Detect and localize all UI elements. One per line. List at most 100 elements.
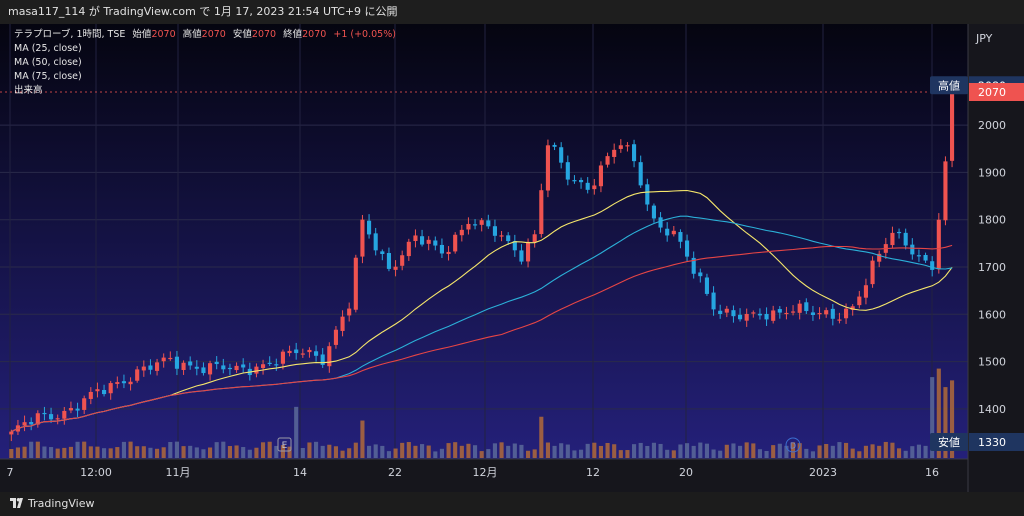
tradingview-logo-icon[interactable] (10, 497, 24, 509)
volume-bar (307, 442, 312, 458)
volume-bar (777, 443, 782, 458)
candle-body (691, 257, 696, 274)
time-tick-11月[interactable]: 11月 (166, 466, 191, 479)
volume-bar (791, 442, 796, 458)
candle-body (55, 418, 60, 420)
candle-body (327, 346, 332, 367)
candle-body (400, 255, 405, 266)
volume-bar (844, 442, 849, 458)
volume-bar (400, 442, 405, 458)
volume-bar (459, 445, 464, 458)
candle-body (738, 314, 743, 320)
volume-bar (221, 441, 226, 458)
volume-bar (638, 442, 643, 458)
candle-body (102, 389, 107, 395)
volume-bar (903, 450, 908, 458)
volume-bar (88, 446, 93, 458)
candle-body (174, 356, 179, 369)
candle-body (519, 250, 524, 262)
low-tag: 安値 (938, 435, 960, 449)
time-tick-2023[interactable]: 2023 (809, 466, 837, 479)
volume-bar (148, 447, 153, 458)
price-axis-background (968, 24, 1024, 492)
volume-bar (824, 444, 829, 458)
volume-bar (804, 448, 809, 458)
volume-bar (280, 445, 285, 458)
time-tick-22[interactable]: 22 (388, 466, 402, 479)
time-tick-12[interactable]: 12 (586, 466, 600, 479)
price-tick-1600: 1600 (978, 308, 1006, 321)
candle-body (287, 350, 292, 354)
price-tick-1900: 1900 (978, 166, 1006, 179)
candle-body (267, 362, 272, 365)
volume-bar (29, 441, 34, 458)
chart-background (0, 24, 968, 459)
candle-body (426, 239, 431, 244)
candle-body (188, 361, 193, 366)
candle-body (545, 145, 550, 191)
tradingview-brand[interactable]: TradingView (28, 497, 95, 510)
ma25-legend[interactable]: MA (25, close) (14, 43, 82, 54)
volume-bar (559, 443, 564, 458)
open-label: 始値 (132, 29, 152, 40)
low-label: 安値 (232, 29, 252, 40)
last-price-value: 2070 (978, 86, 1006, 99)
candle-body (671, 230, 676, 235)
time-tick-20[interactable]: 20 (679, 466, 693, 479)
volume-bar (645, 445, 650, 458)
time-tick-14[interactable]: 14 (293, 466, 307, 479)
candle-body (459, 229, 464, 236)
volume-bar (393, 448, 398, 458)
chart-legend[interactable]: テラプローブ, 1時間, TSE 始値2070 高値2070 安値2070 終値… (14, 28, 396, 98)
volume-bar (261, 442, 266, 458)
volume-bar (300, 447, 305, 458)
last-price-value-bg (969, 83, 1024, 101)
volume-bar (141, 446, 146, 458)
ma-75-line (11, 244, 953, 433)
volume-bar (426, 445, 431, 458)
time-tick-12:00[interactable]: 12:00 (80, 466, 112, 479)
change-value: +1 (+0.05%) (333, 29, 396, 40)
time-tick-7[interactable]: 7 (7, 466, 14, 479)
close-label: 終値 (283, 29, 303, 40)
volume-bar (817, 445, 822, 458)
time-tick-16[interactable]: 16 (925, 466, 939, 479)
ma75-legend[interactable]: MA (75, close) (14, 71, 82, 82)
ma50-legend[interactable]: MA (50, close) (14, 57, 82, 68)
candle-body (718, 310, 723, 315)
candle-body (214, 361, 219, 365)
candle-body (618, 145, 623, 149)
volume-bar (128, 441, 133, 458)
time-axis-ticks[interactable]: 7 12:00 11月 14 22 12月 12 20 2023 16 (7, 466, 940, 479)
candle-body (943, 161, 948, 221)
candle-body (95, 389, 100, 392)
earnings-marker-icon (277, 437, 292, 452)
volume-bar (512, 443, 517, 458)
candle-body (274, 364, 279, 366)
candle-body (605, 156, 610, 165)
candle-body (201, 367, 206, 374)
candle-body (492, 226, 497, 236)
candle-body (367, 220, 372, 235)
volume-bar (274, 445, 279, 458)
volume-bar (863, 445, 868, 458)
candle-body (254, 366, 259, 374)
volume-bar (75, 441, 80, 458)
price-tick-1500: 1500 (978, 356, 1006, 369)
volume-bar (15, 447, 20, 458)
volume-bar (360, 420, 365, 458)
candle-body (108, 383, 113, 394)
volume-bar (406, 442, 411, 458)
volume-bar (22, 446, 27, 458)
candle-body (526, 241, 531, 262)
volume-bar (227, 446, 232, 458)
time-tick-12月[interactable]: 12月 (473, 466, 498, 479)
candle-body (844, 308, 849, 319)
volume-bar (208, 447, 213, 458)
candle-body (75, 408, 80, 411)
volume-legend[interactable]: 出来高 (14, 85, 43, 96)
candle-body (764, 313, 769, 320)
candle-body (512, 241, 517, 251)
